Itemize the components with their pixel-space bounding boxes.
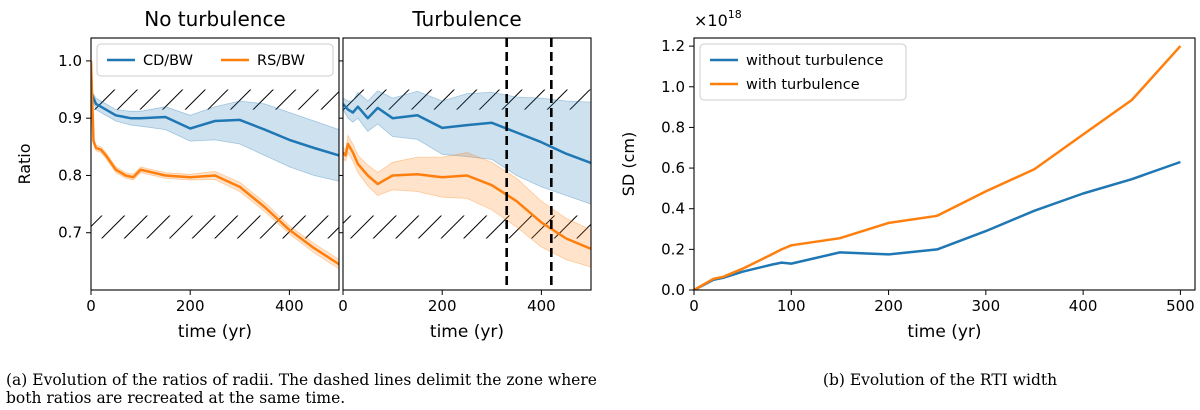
- y-tick-label-left: 0.8: [58, 166, 82, 184]
- series-line-right-withturbulence: [694, 45, 1182, 290]
- hatch-band-mid-0: [343, 89, 591, 110]
- band-mid-rsbw: [343, 134, 591, 268]
- panel-rti-width: 0 100 200 300 400 500 0.0 0.2 0.4 0.6 0.8 1.0 1.2 tim…: [619, 8, 1196, 342]
- y-tick-label-right: 0.4: [661, 200, 685, 218]
- x-tick-label-mid: 200: [428, 297, 457, 315]
- caption-a: (a) Evolution of the ratios of radii. Th…: [6, 371, 597, 407]
- y-tick-label-right: 1.2: [661, 37, 685, 55]
- caption-b: (b) Evolution of the RTI width: [822, 371, 1058, 389]
- hatch-band-left-0: [91, 89, 339, 110]
- hatch-band-mid-1: [343, 215, 591, 239]
- legend-label: RS/BW: [257, 53, 305, 69]
- panel-title-mid: Turbulence: [411, 7, 521, 31]
- y-offset-exponent: 18: [728, 8, 742, 21]
- legend-label: with turbulence: [746, 77, 860, 93]
- x-tick-label-mid: 0: [338, 297, 348, 315]
- band-mid-cdbw: [343, 90, 591, 205]
- panel-turbulence: 0 200 400 time (yr) Turbulence: [338, 7, 592, 342]
- y-tick-label-right: 1.0: [661, 78, 685, 96]
- axes-frame-mid: [342, 37, 592, 291]
- legend-box: [96, 43, 334, 77]
- y-tick-label-left: 0.7: [58, 224, 82, 242]
- panel-title-left: No turbulence: [144, 7, 286, 31]
- y-tick-label-right: 0.8: [661, 118, 685, 136]
- y-tick-label-left: 1.0: [58, 52, 82, 70]
- y-tick-label-right: 0.6: [661, 159, 685, 177]
- series-line-left-cdbw: [91, 91, 339, 157]
- x-tick-label-right: 200: [874, 297, 903, 315]
- y-axis-label-right: SD (cm): [619, 132, 638, 196]
- panel-no-turbulence: 0 200 400 0.7 0.8 0.9 1.0 time (yr) Ratio No turb…: [15, 7, 340, 342]
- y-tick-label-right: 0.0: [661, 281, 685, 299]
- y-offset-text: ×1018: [694, 8, 742, 30]
- axes-frame-right: [693, 37, 1196, 291]
- band-left-rsbw: [91, 55, 339, 270]
- plot-area-right: [694, 45, 1182, 290]
- x-tick-label-mid: 400: [527, 297, 556, 315]
- legend-right: without turbulence with turbulence: [699, 43, 907, 101]
- axes-frame-left: [90, 37, 340, 291]
- x-tick-label-left: 400: [275, 297, 304, 315]
- x-axis-label-right: time (yr): [907, 322, 981, 342]
- plot-area-left: [91, 55, 339, 270]
- plot-area-mid: [343, 38, 591, 290]
- y-tick-label-left: 0.9: [58, 109, 82, 127]
- series-line-left-rsbw: [91, 60, 339, 266]
- x-tick-label-right: 100: [777, 297, 806, 315]
- x-tick-label-left: 200: [176, 297, 205, 315]
- legend-box: [699, 43, 907, 101]
- x-tick-label-right: 500: [1166, 297, 1195, 315]
- band-left-cdbw: [91, 88, 339, 182]
- series-line-right-withoutturbulence: [694, 160, 1181, 290]
- y-axis-label-left: Ratio: [15, 143, 34, 184]
- legend-label: without turbulence: [746, 53, 883, 69]
- y-tick-label-right: 0.2: [661, 240, 685, 258]
- legend-label: CD/BW: [143, 53, 193, 69]
- x-tick-label-right: 300: [972, 297, 1001, 315]
- x-tick-label-right: 400: [1069, 297, 1098, 315]
- x-axis-label-mid: time (yr): [430, 322, 504, 342]
- series-line-mid-cdbw: [343, 103, 591, 165]
- x-axis-label-left: time (yr): [178, 322, 252, 342]
- hatch-band-left-1: [91, 215, 339, 239]
- x-tick-label-left: 0: [86, 297, 96, 315]
- series-line-mid-rsbw: [343, 142, 591, 250]
- legend-left: CD/BW RS/BW: [96, 43, 334, 77]
- x-tick-label-right: 0: [689, 297, 699, 315]
